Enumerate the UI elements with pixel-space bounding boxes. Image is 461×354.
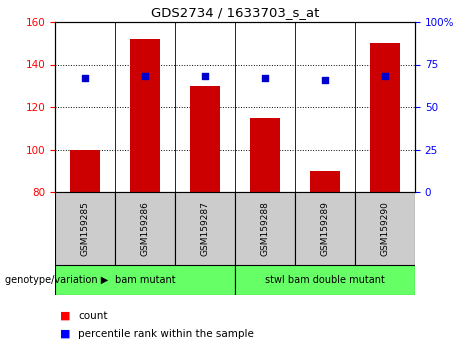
Bar [310, 171, 340, 192]
Text: GSM159286: GSM159286 [141, 201, 149, 256]
Bar [190, 86, 220, 192]
Bar [355, 192, 415, 265]
Bar [235, 192, 295, 265]
Point [201, 74, 209, 79]
Text: bam mutant: bam mutant [115, 275, 175, 285]
Bar [250, 118, 280, 192]
Point [81, 75, 89, 81]
Point [142, 74, 149, 79]
Bar [55, 265, 235, 295]
Text: genotype/variation ▶: genotype/variation ▶ [5, 275, 108, 285]
Title: GDS2734 / 1633703_s_at: GDS2734 / 1633703_s_at [151, 6, 319, 19]
Text: ■: ■ [59, 329, 70, 339]
Bar [370, 43, 400, 192]
Point [321, 77, 329, 82]
Text: GSM159288: GSM159288 [260, 201, 270, 256]
Text: GSM159287: GSM159287 [201, 201, 209, 256]
Point [261, 75, 269, 81]
Bar [175, 192, 235, 265]
Text: percentile rank within the sample: percentile rank within the sample [78, 329, 254, 339]
Text: count: count [78, 311, 107, 321]
Text: GSM159285: GSM159285 [81, 201, 89, 256]
Bar [235, 265, 415, 295]
Text: ■: ■ [59, 311, 70, 321]
Point [381, 74, 389, 79]
Bar [70, 149, 100, 192]
Bar [295, 192, 355, 265]
Bar [115, 192, 175, 265]
Bar [130, 39, 160, 192]
Text: stwl bam double mutant: stwl bam double mutant [265, 275, 385, 285]
Text: GSM159290: GSM159290 [380, 201, 390, 256]
Text: GSM159289: GSM159289 [320, 201, 330, 256]
Bar [55, 192, 115, 265]
